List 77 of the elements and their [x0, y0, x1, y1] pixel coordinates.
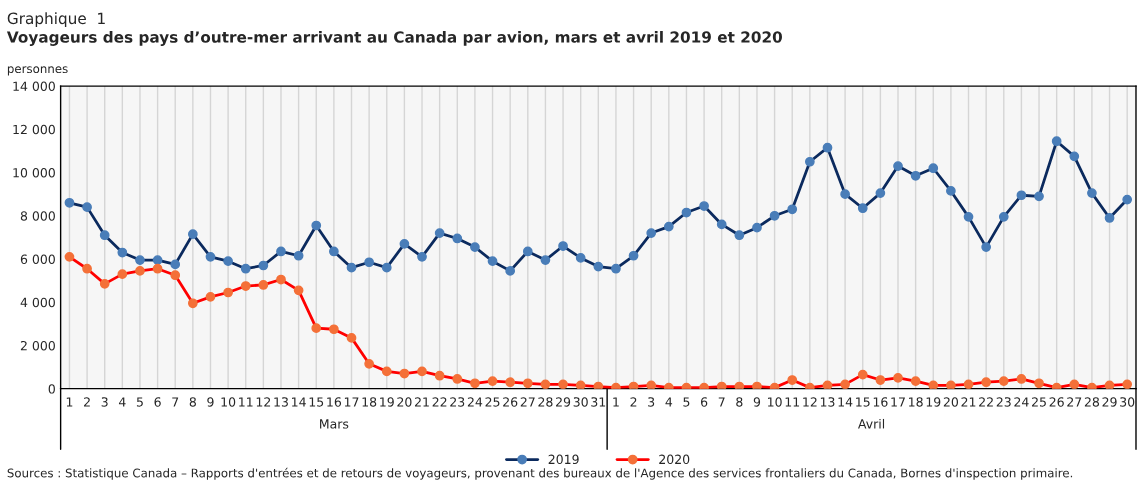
x-tick-label: 2: [630, 397, 637, 407]
x-tick-label: 25: [485, 397, 500, 407]
text: Mars: [320, 419, 349, 429]
x-tick-label: 16: [873, 397, 888, 407]
x-tick-label: 17: [344, 397, 359, 407]
chart-subtitle: Voyageurs des pays d’outre-mer arrivant au Canada par avion, mars et avril 2019 et 2020: [6, 31, 782, 46]
x-tick-label: 29: [1102, 397, 1117, 407]
x-tick-label: 28: [1084, 397, 1100, 407]
x-tick-label: 3: [648, 397, 655, 407]
x-tick-label: 21: [961, 397, 976, 407]
x-tick-label: 28: [538, 397, 553, 407]
x-tick-label: 10: [221, 397, 236, 407]
x-tick-label: 19: [380, 397, 394, 407]
x-tick-label: 10: [768, 397, 782, 407]
x-tick-label: 4: [665, 397, 673, 407]
y-axis-title: personnes: [7, 66, 68, 76]
x-tick-label: 23: [996, 397, 1011, 407]
x-tick-label: 15: [309, 397, 324, 407]
y-tick-label: 6 000: [20, 254, 55, 264]
x-tick-label: 11: [785, 397, 800, 407]
y-tick-label: 0: [48, 384, 55, 394]
x-tick-label: 14: [838, 397, 853, 407]
x-tick-label: 3: [101, 397, 108, 407]
x-tick-label: 13: [274, 397, 288, 407]
x-tick-label: 23: [450, 397, 465, 407]
y-tick-label: 10 000: [13, 168, 55, 178]
x-tick-label: 4: [118, 397, 126, 407]
x-tick-label: 5: [136, 397, 143, 407]
legend-label: 2020: [659, 454, 690, 465]
x-tick-label: 2: [84, 397, 90, 407]
x-tick-label: 19: [926, 397, 941, 407]
x-tick-label: 24: [467, 397, 483, 407]
x-tick-label: 20: [943, 397, 959, 407]
x-tick-label: 9: [753, 397, 761, 407]
x-tick-label: 9: [207, 397, 214, 407]
x-tick-label: 22: [432, 397, 447, 407]
x-tick-label: 30: [1120, 397, 1135, 407]
x-tick-label: 25: [1032, 397, 1046, 407]
x-tick-label: 18: [909, 397, 923, 407]
x-tick-label: 12: [256, 397, 271, 407]
x-tick-label: 31: [591, 397, 606, 407]
x-tick-label: 27: [1067, 397, 1082, 407]
source-note: Sources : Statistique Canada – Rapports d'entrées et de retours de voyageurs, provenant des bureaux de l'Agence des services frontaliers du Canada, Bornes d'inspection primaire.: [7, 467, 1073, 480]
x-tick-label: 8: [189, 397, 196, 407]
x-tick-label: 15: [856, 397, 870, 407]
x-tick-label: 7: [172, 397, 179, 407]
x-tick-label: 16: [327, 397, 342, 407]
x-tick-label: 22: [979, 397, 993, 407]
x-tick-label: 5: [683, 397, 690, 407]
x-tick-label: 30: [573, 397, 588, 407]
x-tick-label: 8: [736, 397, 743, 407]
x-tick-label: 12: [803, 397, 817, 407]
x-tick-label: 7: [718, 397, 725, 407]
x-tick-label: 29: [556, 397, 571, 407]
x-tick-label: 20: [397, 397, 412, 407]
x-tick-label: 11: [239, 397, 253, 407]
x-tick-label: 18: [362, 397, 377, 407]
x-tick-label: 14: [292, 397, 306, 407]
x-tick-label: 24: [1014, 397, 1029, 407]
x-tick-label: 1: [613, 397, 619, 407]
text: Avril: [858, 418, 885, 429]
x-tick-label: 27: [520, 397, 535, 407]
x-tick-label: 26: [503, 397, 518, 407]
y-tick-label: 8 000: [20, 211, 55, 221]
x-tick-label: 6: [700, 397, 708, 407]
y-tick-label: 2 000: [20, 340, 55, 351]
chart-title: Graphique 1: [7, 12, 105, 28]
x-tick-label: 1: [66, 397, 73, 407]
x-tick-label: 13: [820, 397, 835, 407]
y-tick-label: 12 000: [13, 124, 55, 135]
x-tick-label: 26: [1049, 397, 1064, 407]
y-tick-label: 14 000: [13, 81, 55, 92]
x-tick-label: 21: [414, 397, 429, 407]
y-tick-label: 4 000: [20, 297, 55, 308]
x-tick-label: 17: [891, 397, 905, 407]
x-tick-label: 6: [154, 397, 161, 407]
legend-label: 2019: [548, 454, 579, 465]
